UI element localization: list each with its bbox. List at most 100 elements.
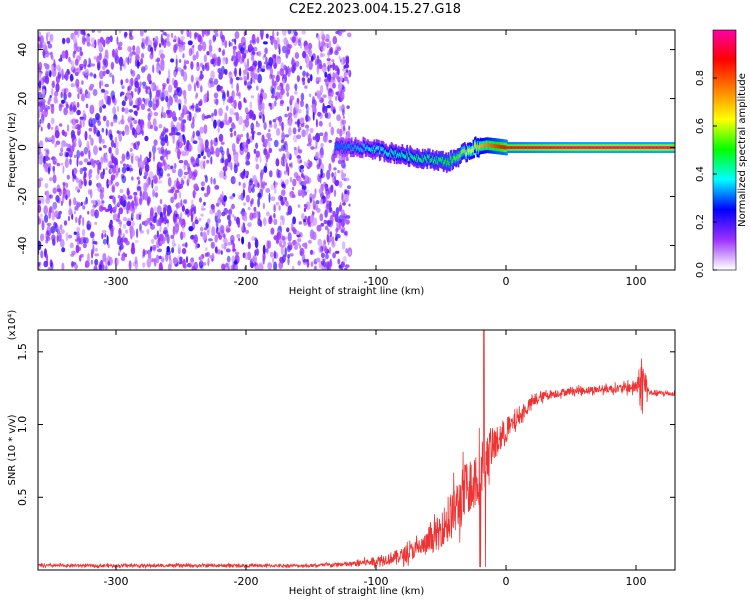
noise-speck [306, 107, 310, 111]
noise-speck [341, 192, 344, 203]
noise-speck [121, 253, 125, 258]
bottom-x-tick-label: -300 [104, 575, 129, 588]
noise-speck [185, 60, 189, 65]
noise-speck [341, 119, 347, 125]
noise-speck [56, 188, 62, 193]
noise-speck [239, 56, 244, 64]
noise-speck [162, 31, 166, 36]
noise-speck [258, 50, 262, 57]
noise-speck [179, 256, 183, 261]
noise-speck [334, 179, 340, 187]
noise-speck [235, 76, 240, 81]
noise-speck [249, 101, 253, 109]
colorbar-segment [713, 188, 736, 191]
noise-speck [229, 108, 235, 116]
noise-speck [102, 65, 106, 71]
noise-speck [146, 197, 150, 207]
noise-speck [232, 248, 237, 252]
colorbar-tick-label: 0.6 [695, 118, 706, 134]
colorbar-segment [713, 98, 736, 101]
noise-speck [338, 180, 343, 188]
noise-speck [234, 216, 237, 221]
noise-speck [183, 199, 187, 204]
noise-speck [332, 72, 336, 81]
noise-speck [274, 80, 277, 90]
noise-speck [127, 210, 130, 214]
noise-speck [272, 119, 277, 123]
noise-speck [148, 100, 153, 108]
noise-speck [195, 77, 198, 83]
noise-speck [280, 88, 285, 95]
noise-speck [92, 200, 96, 206]
noise-speck [121, 107, 125, 112]
noise-speck [315, 200, 320, 205]
noise-speck [234, 31, 240, 40]
noise-speck [206, 251, 211, 257]
noise-speck [73, 154, 77, 158]
noise-speck [50, 117, 55, 125]
noise-speck [133, 110, 138, 116]
noise-speck [40, 213, 43, 218]
noise-speck [281, 183, 285, 188]
noise-speck [181, 108, 185, 119]
noise-speck [172, 238, 176, 248]
noise-speck [75, 216, 78, 223]
noise-speck [145, 85, 149, 94]
noise-speck [223, 170, 226, 177]
noise-speck [214, 212, 218, 217]
noise-speck [314, 59, 318, 66]
noise-speck [69, 104, 73, 112]
noise-speck [342, 115, 345, 119]
noise-speck [314, 188, 317, 196]
noise-speck [158, 167, 164, 177]
noise-speck [188, 48, 193, 57]
noise-speck [178, 103, 182, 111]
colorbar-segment [713, 54, 736, 57]
colorbar-segment [713, 206, 736, 209]
noise-speck [299, 165, 305, 170]
noise-speck [150, 246, 153, 252]
colorbar-segment [713, 82, 736, 85]
noise-speck [153, 111, 159, 117]
noise-speck [251, 110, 255, 121]
noise-speck [203, 192, 209, 198]
noise-speck [323, 219, 328, 225]
colorbar-segment [713, 214, 736, 217]
noise-speck [75, 78, 80, 88]
noise-speck [301, 213, 305, 220]
noise-speck [125, 57, 128, 63]
noise-speck [321, 64, 327, 74]
noise-speck [297, 119, 300, 128]
noise-speck [297, 238, 302, 243]
noise-speck [123, 237, 128, 242]
noise-speck [232, 47, 236, 56]
noise-speck [186, 114, 191, 121]
noise-speck [231, 55, 236, 59]
noise-speck [316, 207, 321, 213]
noise-speck [189, 144, 193, 152]
noise-speck [117, 105, 119, 113]
noise-speck [320, 30, 325, 37]
noise-speck [242, 189, 246, 199]
noise-speck [211, 258, 214, 262]
noise-speck [112, 183, 115, 188]
noise-speck [129, 148, 133, 152]
noise-speck [105, 119, 110, 128]
noise-speck [109, 133, 113, 141]
noise-speck [301, 172, 304, 178]
noise-speck [122, 233, 125, 238]
noise-speck [38, 262, 41, 267]
noise-speck [301, 129, 306, 138]
noise-speck [65, 182, 69, 188]
noise-speck [76, 157, 79, 167]
colorbar-segment [713, 168, 736, 171]
noise-speck [265, 188, 271, 193]
noise-speck [271, 95, 276, 99]
noise-speck [287, 30, 292, 35]
noise-speck [282, 254, 286, 263]
colorbar-segment [713, 208, 736, 211]
colorbar-segment [713, 266, 736, 269]
colorbar-tick-label: 0.0 [695, 262, 706, 278]
noise-speck [225, 105, 229, 111]
noise-speck [146, 228, 150, 235]
